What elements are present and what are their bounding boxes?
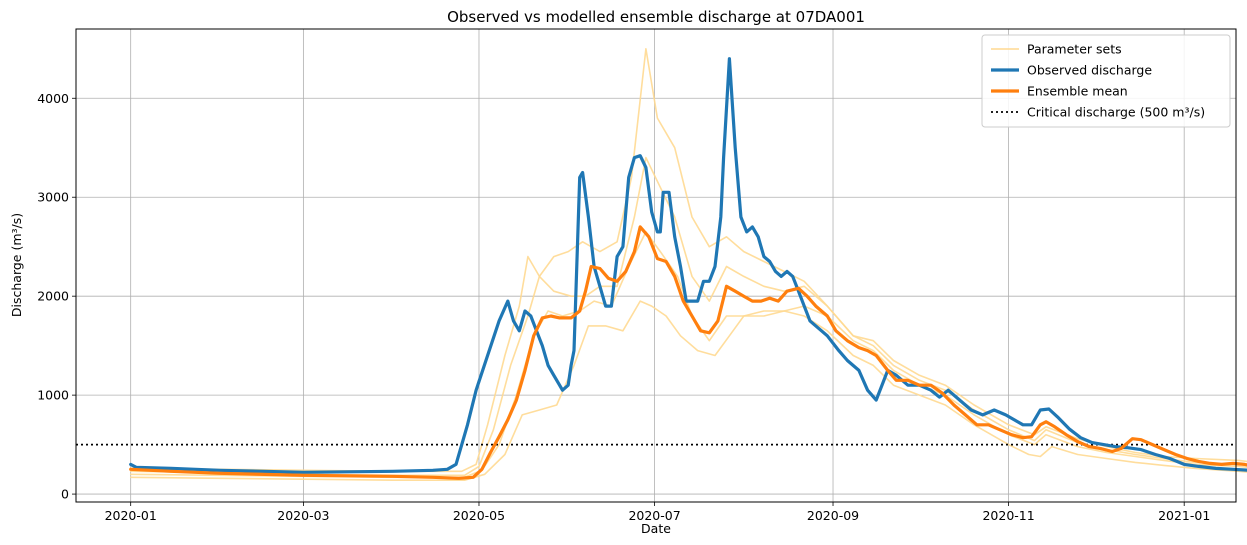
ensemble-mean-series [129, 225, 1247, 480]
parameter-set-line [129, 156, 1247, 477]
legend-label: Critical discharge (500 m³/s) [1027, 105, 1205, 120]
chart-title: Observed vs modelled ensemble discharge … [447, 8, 865, 26]
y-tick-label: 4000 [37, 91, 69, 106]
x-tick-label: 2020-09 [807, 508, 859, 523]
x-tick-label: 2020-07 [628, 508, 680, 523]
y-axis-ticks: 0 1000 2000 3000 4000 [37, 91, 76, 502]
observed-series [129, 57, 1247, 474]
y-axis-label: Discharge (m³/s) [9, 213, 24, 317]
y-tick-label: 2000 [37, 289, 69, 304]
y-tick-label: 3000 [37, 190, 69, 205]
parameter-set-line [129, 300, 1247, 481]
legend: Parameter sets Observed discharge Ensemble… [981, 34, 1231, 128]
legend-label: Parameter sets [1027, 42, 1122, 57]
x-axis-ticks: 2020-01 2020-03 2020-05 2020-07 2020-09 2020-… [105, 502, 1210, 523]
x-tick-label: 2020-05 [453, 508, 505, 523]
x-tick-label: 2020-11 [982, 508, 1034, 523]
y-tick-label: 0 [61, 487, 69, 502]
x-tick-label: 2020-01 [105, 508, 157, 523]
grid [76, 29, 1236, 502]
y-tick-label: 1000 [37, 388, 69, 403]
observed-discharge-line [129, 57, 1247, 474]
ensemble-mean-line [129, 225, 1247, 480]
legend-box [981, 34, 1231, 128]
plot-frame [75, 28, 1237, 503]
x-tick-label: 2020-03 [277, 508, 329, 523]
x-tick-label: 2021-01 [1158, 508, 1210, 523]
x-axis-label: Date [641, 521, 671, 536]
legend-label: Ensemble mean [1027, 84, 1128, 99]
legend-label: Observed discharge [1027, 63, 1152, 78]
